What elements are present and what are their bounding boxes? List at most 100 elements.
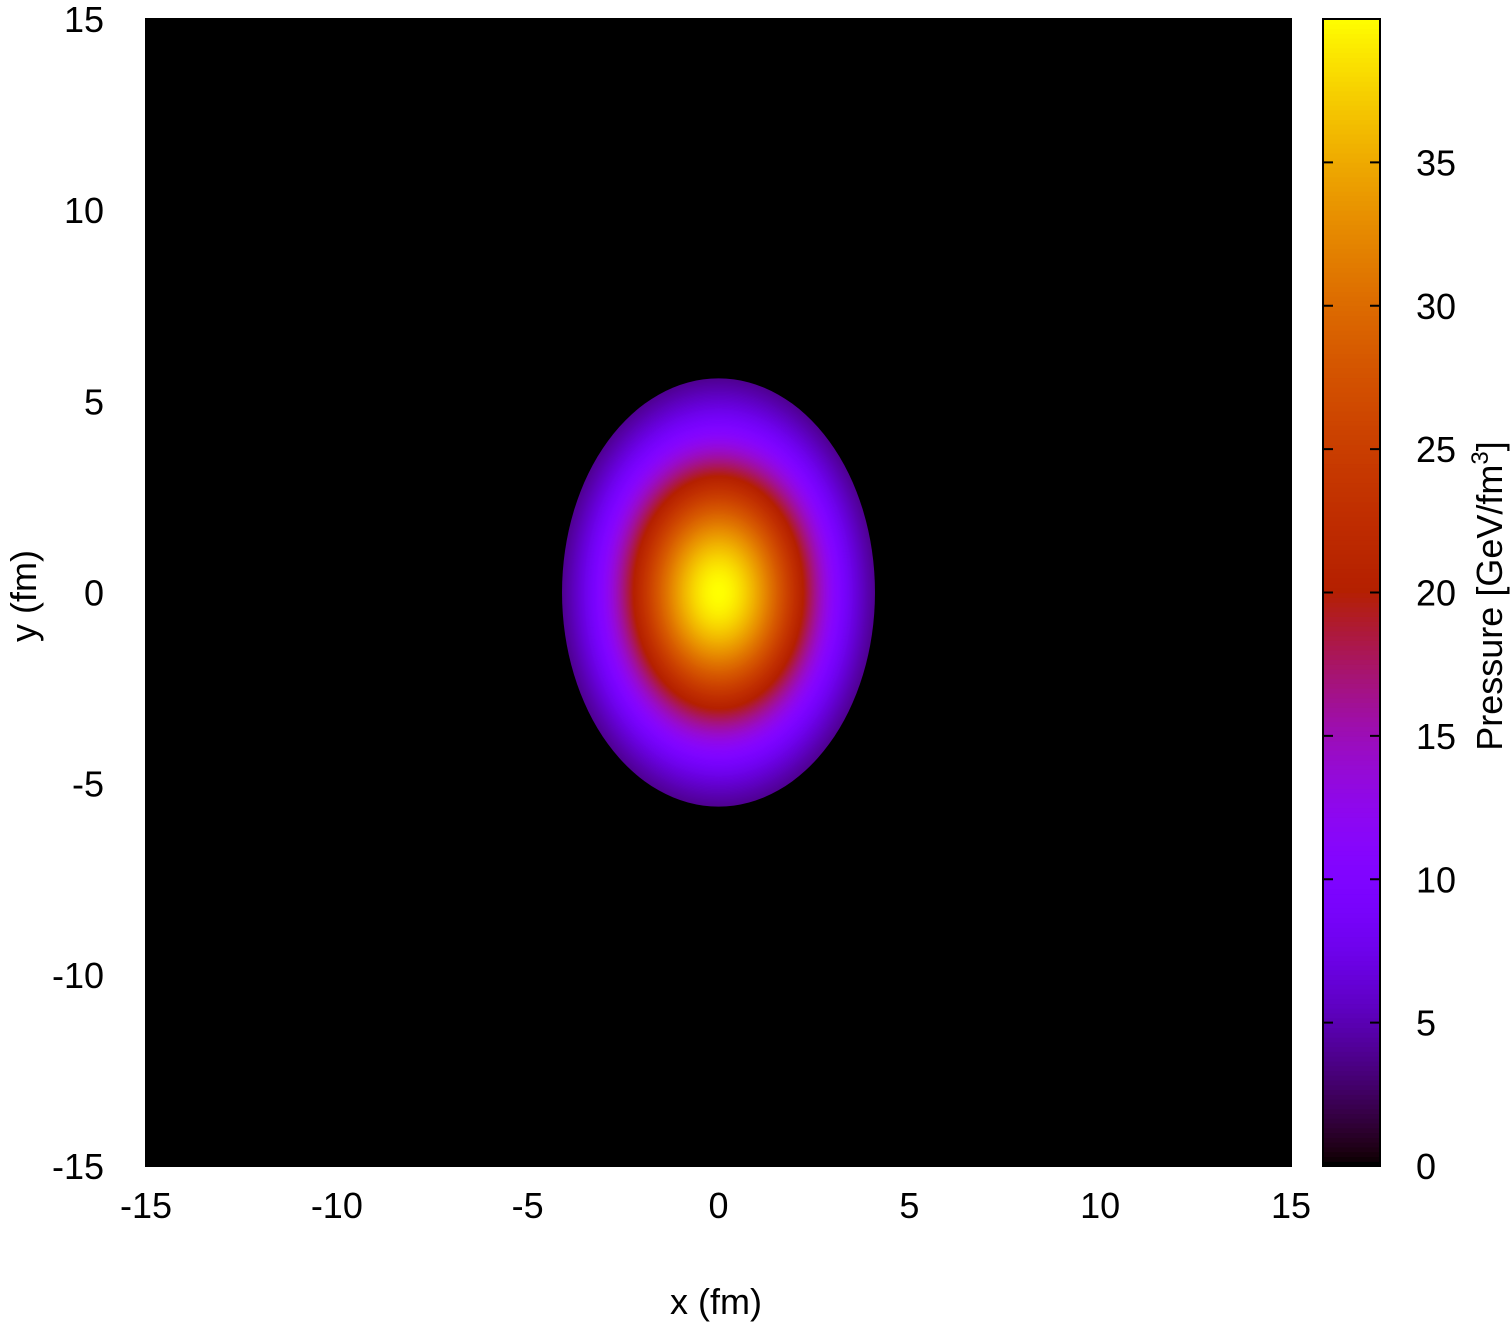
colorbar-band <box>1323 640 1380 646</box>
colorbar-band <box>1323 754 1380 761</box>
colorbar-band <box>1323 1151 1380 1158</box>
colorbar-band <box>1323 1022 1380 1029</box>
colorbar-band <box>1323 625 1380 632</box>
colorbar-band <box>1323 243 1380 249</box>
colorbar-band <box>1323 291 1380 297</box>
colorbar-band <box>1323 100 1380 106</box>
colorbar-band <box>1323 841 1380 847</box>
heatmap-contour-band <box>717 591 720 594</box>
colorbar-band <box>1323 970 1380 976</box>
colorbar-band <box>1323 774 1380 780</box>
colorbar-band <box>1323 181 1380 187</box>
colorbar-band <box>1323 884 1380 890</box>
colorbar-band <box>1323 907 1380 914</box>
colorbar-band <box>1323 903 1380 909</box>
colorbar-band <box>1323 66 1380 73</box>
colorbar-band <box>1323 993 1380 1000</box>
colorbar-ticks: 0 5 10 15 20 25 30 35 <box>1323 142 1456 1187</box>
colorbar-band <box>1323 1127 1380 1134</box>
colorbar-band <box>1323 363 1380 369</box>
colorbar-band <box>1323 1032 1380 1038</box>
colorbar-band <box>1323 616 1380 622</box>
colorbar-band <box>1323 1075 1380 1081</box>
x-tick-label: 5 <box>899 1185 919 1226</box>
colorbar-band <box>1323 683 1380 689</box>
colorbar-band <box>1323 386 1380 393</box>
colorbar-band <box>1323 420 1380 426</box>
colorbar-band <box>1323 554 1380 560</box>
colorbar-band <box>1323 85 1380 92</box>
colorbar-band <box>1323 272 1380 278</box>
colorbar-band <box>1323 1161 1380 1167</box>
colorbar-band <box>1323 778 1380 785</box>
colorbar-band <box>1323 654 1380 661</box>
colorbar-band <box>1323 468 1380 474</box>
colorbar-band <box>1323 798 1380 804</box>
colorbar-band <box>1323 1060 1380 1067</box>
colorbar-band <box>1323 47 1380 54</box>
colorbar-band <box>1323 109 1380 116</box>
colorbar-band <box>1323 664 1380 670</box>
colorbar-band <box>1323 463 1380 469</box>
colorbar-band <box>1323 707 1380 713</box>
colorbar-band <box>1323 1094 1380 1100</box>
colorbar-band <box>1323 482 1380 488</box>
y-tick-label: 0 <box>84 573 104 614</box>
colorbar-band <box>1323 310 1380 316</box>
colorbar-band <box>1323 358 1380 364</box>
colorbar-band <box>1323 855 1380 861</box>
x-axis-ticks: -15 -10 -5 0 5 10 15 <box>120 19 1311 1226</box>
colorbar-band <box>1323 406 1380 412</box>
colorbar-tick-label: 25 <box>1416 429 1456 470</box>
colorbar-band <box>1323 578 1380 584</box>
colorbar-band <box>1323 1041 1380 1048</box>
colorbar-band <box>1323 592 1380 598</box>
colorbar-tick-label: 20 <box>1416 573 1456 614</box>
colorbar-band <box>1323 1027 1380 1033</box>
colorbar-band <box>1323 444 1380 450</box>
colorbar-band <box>1323 262 1380 269</box>
colorbar-band <box>1323 697 1380 704</box>
colorbar-band <box>1323 401 1380 407</box>
colorbar-band <box>1323 348 1380 355</box>
colorbar-band <box>1323 678 1380 684</box>
colorbar-band <box>1323 1099 1380 1105</box>
colorbar-band <box>1323 1017 1380 1024</box>
colorbar-band <box>1323 23 1380 30</box>
colorbar-band <box>1323 33 1380 39</box>
colorbar-band <box>1323 62 1380 68</box>
colorbar-band <box>1323 1146 1380 1153</box>
colorbar-band <box>1323 277 1380 283</box>
colorbar-band <box>1323 893 1380 899</box>
colorbar-band <box>1323 152 1380 159</box>
colorbar-band <box>1323 874 1380 880</box>
colorbar-band <box>1323 587 1380 594</box>
colorbar-band <box>1323 1051 1380 1057</box>
colorbar-band <box>1323 195 1380 202</box>
y-tick-label: -15 <box>52 1146 104 1187</box>
colorbar-band <box>1323 1118 1380 1124</box>
colorbar-band <box>1323 57 1380 63</box>
colorbar-band <box>1323 81 1380 87</box>
colorbar-band <box>1323 602 1380 608</box>
colorbar-band <box>1323 850 1380 856</box>
colorbar-band <box>1323 1089 1380 1095</box>
colorbar-band <box>1323 28 1380 34</box>
colorbar-band <box>1323 434 1380 441</box>
colorbar-band <box>1323 171 1380 178</box>
colorbar-band <box>1323 582 1380 589</box>
colorbar <box>1323 19 1380 1167</box>
colorbar-band <box>1323 200 1380 206</box>
colorbar-band <box>1323 769 1380 775</box>
x-tick-label: 15 <box>1271 1185 1311 1226</box>
colorbar-band <box>1323 334 1380 340</box>
y-axis-label: y (fm) <box>3 550 44 642</box>
colorbar-band <box>1323 439 1380 445</box>
colorbar-band <box>1323 998 1380 1005</box>
colorbar-band <box>1323 176 1380 183</box>
colorbar-band <box>1323 257 1380 264</box>
colorbar-band <box>1323 133 1380 140</box>
colorbar-band <box>1323 726 1380 732</box>
y-tick-label: 5 <box>84 381 104 422</box>
